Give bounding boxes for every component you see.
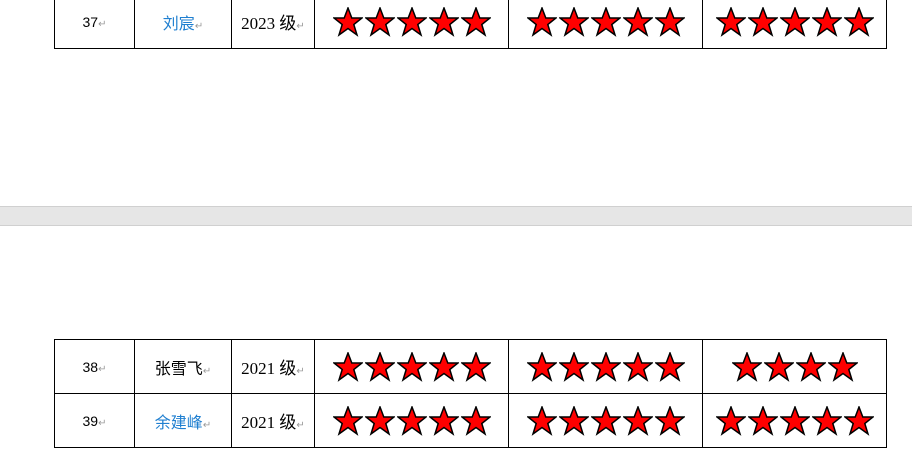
star-icon bbox=[331, 5, 364, 37]
rating-cell-1 bbox=[314, 393, 509, 448]
star-icon bbox=[778, 404, 811, 436]
star-icon bbox=[363, 404, 396, 436]
star-icon bbox=[589, 350, 622, 382]
star-icon bbox=[363, 5, 396, 37]
table-page2: 38↵ 张雪飞↵ 2021 级↵ 39↵ 余建峰↵ 2021 级↵ bbox=[54, 339, 887, 448]
rating-cell-2 bbox=[508, 0, 703, 49]
grade: 2021 级↵ bbox=[231, 339, 315, 394]
star-icon bbox=[794, 350, 827, 382]
star-icon bbox=[427, 5, 460, 37]
star-icon bbox=[621, 404, 654, 436]
student-name: 刘宸↵ bbox=[134, 0, 232, 49]
star-icon bbox=[331, 350, 364, 382]
star-icon bbox=[427, 350, 460, 382]
star-icon bbox=[363, 350, 396, 382]
grade: 2023 级↵ bbox=[231, 0, 315, 49]
star-icon bbox=[621, 350, 654, 382]
star-icon bbox=[842, 5, 875, 37]
row-number: 37↵ bbox=[54, 0, 135, 49]
star-icon bbox=[395, 404, 428, 436]
student-name: 张雪飞↵ bbox=[134, 339, 232, 394]
row-number: 39↵ bbox=[54, 393, 135, 448]
star-icon bbox=[810, 5, 843, 37]
star-icon bbox=[557, 404, 590, 436]
star-icon bbox=[826, 350, 859, 382]
star-icon bbox=[778, 5, 811, 37]
star-icon bbox=[395, 5, 428, 37]
rating-cell-1 bbox=[314, 339, 509, 394]
star-icon bbox=[557, 350, 590, 382]
table-row: 37↵ 刘宸↵ 2023 级↵ bbox=[54, 0, 887, 49]
star-icon bbox=[653, 5, 686, 37]
star-icon bbox=[459, 5, 492, 37]
star-icon bbox=[714, 404, 747, 436]
star-icon bbox=[714, 5, 747, 37]
star-icon bbox=[427, 404, 460, 436]
star-icon bbox=[331, 404, 364, 436]
grade: 2021 级↵ bbox=[231, 393, 315, 448]
star-icon bbox=[746, 404, 779, 436]
star-icon bbox=[395, 350, 428, 382]
star-icon bbox=[746, 5, 779, 37]
star-icon bbox=[589, 5, 622, 37]
rating-cell-3 bbox=[702, 393, 887, 448]
rating-cell-3 bbox=[702, 339, 887, 394]
table-row: 39↵ 余建峰↵ 2021 级↵ bbox=[54, 393, 887, 448]
table-page1: 37↵ 刘宸↵ 2023 级↵ bbox=[54, 0, 887, 49]
star-icon bbox=[730, 350, 763, 382]
page-break-gap bbox=[0, 206, 912, 226]
table-row: 38↵ 张雪飞↵ 2021 级↵ bbox=[54, 339, 887, 394]
star-icon bbox=[621, 5, 654, 37]
star-icon bbox=[653, 404, 686, 436]
star-icon bbox=[762, 350, 795, 382]
star-icon bbox=[557, 5, 590, 37]
row-number: 38↵ bbox=[54, 339, 135, 394]
star-icon bbox=[525, 404, 558, 436]
star-icon bbox=[525, 350, 558, 382]
rating-cell-3 bbox=[702, 0, 887, 49]
star-icon bbox=[525, 5, 558, 37]
student-name: 余建峰↵ bbox=[134, 393, 232, 448]
rating-cell-1 bbox=[314, 0, 509, 49]
star-icon bbox=[589, 404, 622, 436]
star-icon bbox=[810, 404, 843, 436]
rating-cell-2 bbox=[508, 339, 703, 394]
rating-cell-2 bbox=[508, 393, 703, 448]
star-icon bbox=[653, 350, 686, 382]
star-icon bbox=[459, 404, 492, 436]
star-icon bbox=[459, 350, 492, 382]
star-icon bbox=[842, 404, 875, 436]
